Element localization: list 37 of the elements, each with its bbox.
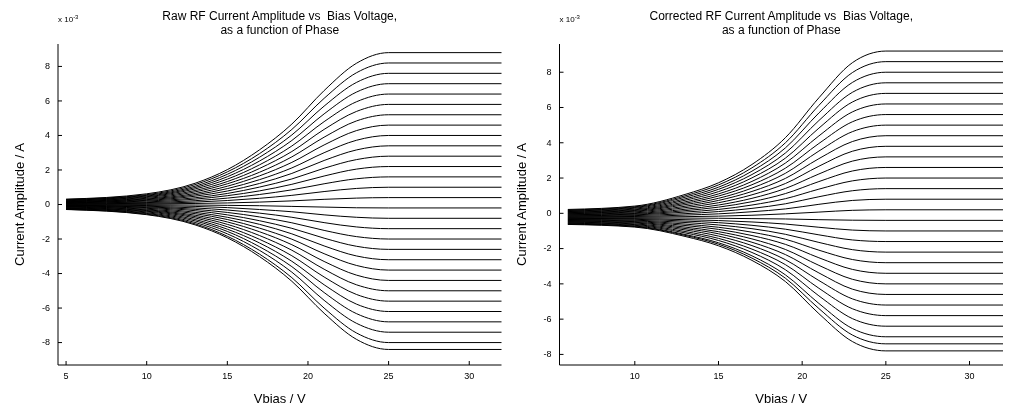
chart-title: Corrected RF Current Amplitude vs Bias Voltage, as a function of Phase (649, 9, 913, 37)
chart-title: Raw RF Current Amplitude vs Bias Voltage, as a function of Phase (162, 9, 398, 37)
y-tick-label: -8 (41, 337, 50, 348)
x-tick-label: 30 (464, 371, 475, 381)
x-tick-label: 15 (222, 371, 233, 381)
x-tick-label: 10 (141, 371, 152, 381)
text: x 10$^{-3}$ (58, 14, 80, 24)
text: x 10$^{-3}$ (559, 14, 581, 24)
x-tick-label: 15 (713, 371, 724, 381)
y-tick-label: -4 (41, 268, 50, 279)
y-tick-label: -6 (41, 302, 50, 313)
x-tick-label: 20 (797, 371, 808, 381)
x-axis-title: Vbias / V (755, 391, 808, 406)
x-axis-title: Vbias / V (253, 391, 307, 406)
y-tick-label: 4 (44, 130, 50, 141)
y-tick-label: 2 (44, 164, 50, 175)
y-tick-label: 6 (546, 102, 552, 113)
y-axis-title: Current Amplitude / A (513, 142, 529, 266)
y-tick-label: -8 (543, 349, 552, 360)
x-tick-label: 30 (964, 371, 975, 381)
y-axis-title: Current Amplitude / A (12, 142, 27, 266)
y-tick-label: 8 (546, 67, 552, 78)
x-tick-label: 20 (302, 371, 313, 381)
x-tick-label: 25 (880, 371, 891, 381)
y-tick-label: 6 (44, 95, 50, 106)
y-tick-label: 2 (546, 172, 552, 183)
y-tick-label: 4 (546, 137, 552, 148)
y-tick-label: -4 (543, 278, 552, 289)
y-tick-label: -2 (41, 233, 50, 244)
y-tick-label: 0 (546, 208, 552, 219)
x-tick-label: 5 (63, 371, 69, 381)
x-tick-label: 25 (383, 371, 394, 381)
y-tick-label: -2 (543, 243, 552, 254)
y-tick-label: 8 (44, 61, 50, 72)
y-tick-label: -6 (543, 314, 552, 325)
y-tick-label: 0 (44, 199, 50, 210)
x-tick-label: 10 (629, 371, 640, 381)
